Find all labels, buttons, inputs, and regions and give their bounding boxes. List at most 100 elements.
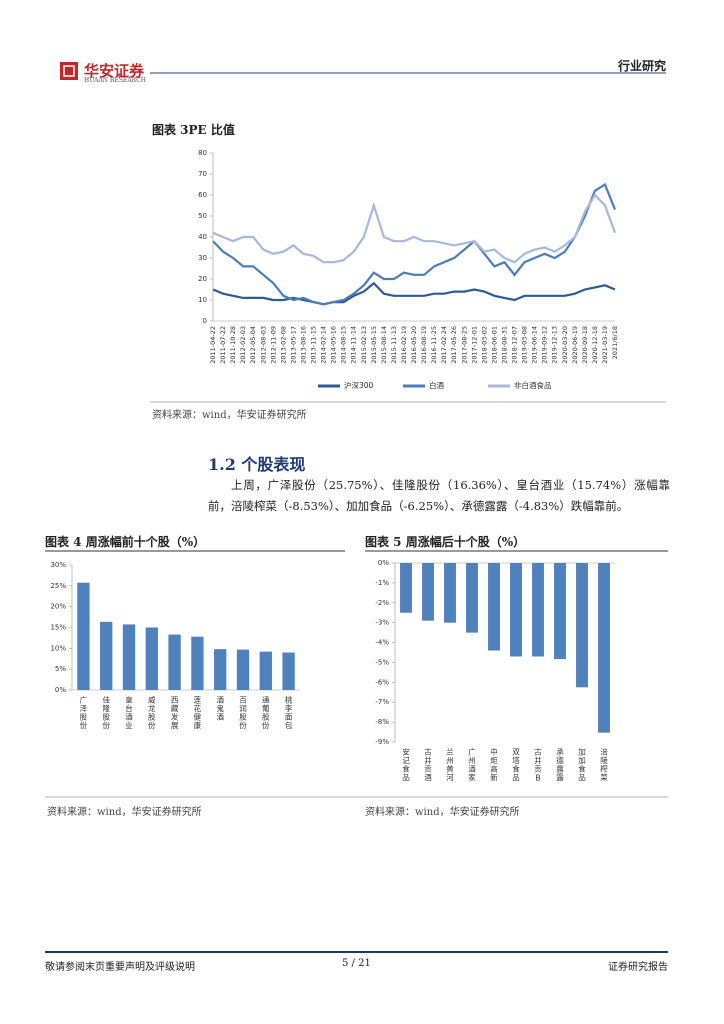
y-tick-label: 30%: [50, 561, 66, 569]
x-tick-label: 2018-08-31: [500, 326, 508, 364]
line-series: [212, 193, 617, 264]
y-tick-label: 10: [198, 296, 207, 304]
bar: [554, 563, 566, 660]
x-tick-label: 2011-10-28: [229, 326, 237, 364]
x-tick-label: 2021/6/18: [611, 326, 619, 359]
x-tick-label: 加加食品: [577, 747, 586, 783]
x-tick-label: 2019-09-12: [541, 326, 549, 364]
y-tick-label: 0%: [55, 686, 66, 694]
y-tick-label: 20%: [50, 603, 66, 611]
bar: [400, 563, 412, 613]
section-heading: 1.2 个股表现: [208, 455, 306, 474]
y-tick-label: -3%: [375, 619, 389, 627]
bar: [282, 652, 295, 690]
bar: [122, 624, 136, 690]
x-tick-label: 2013-11-15: [310, 326, 318, 364]
figure-title: 图表 5 周涨幅后十个股（%）: [365, 535, 526, 549]
x-tick-label: 2015-08-14: [380, 326, 388, 364]
x-tick-label: 2019-03-08: [521, 326, 529, 364]
x-tick-label: 2015-05-15: [370, 326, 378, 364]
x-tick-label: 桃李面包: [284, 695, 293, 730]
x-tick-label: 2014-08-15: [340, 326, 348, 364]
bar: [168, 634, 181, 690]
logo-icon-inner: [63, 65, 75, 77]
y-tick-label: -5%: [375, 658, 389, 666]
x-tick-label: 安记食品: [401, 747, 410, 783]
x-tick-label: 2017-05-26: [450, 326, 458, 364]
x-tick-label: 兰州黄河: [445, 747, 454, 782]
y-tick-label: 70: [198, 170, 207, 178]
y-tick-label: 25%: [50, 582, 66, 590]
x-tick-label: 2016-11-25: [430, 326, 438, 364]
y-tick-label: 0%: [378, 559, 389, 567]
bar: [532, 563, 544, 657]
x-tick-label: 2016-05-20: [410, 326, 418, 364]
x-tick-label: 百润股份: [238, 696, 247, 731]
paragraph: 上周，广泽股份（25.75%）、佳隆股份（16.36%）、皇台酒业（15.74%…: [208, 478, 670, 513]
x-tick-label: 2015-11-13: [390, 326, 398, 364]
y-tick-label: -6%: [375, 678, 389, 686]
x-tick-label: 广州酒家: [467, 747, 476, 782]
x-tick-label: 2011-07-22: [219, 326, 227, 364]
x-tick-label: 2014-11-14: [350, 326, 358, 364]
x-tick-label: 双塔食品: [511, 748, 520, 783]
logo-subtext: HUAAN RESEARCH: [84, 77, 146, 84]
x-tick-label: 2019-06-14: [531, 326, 539, 364]
line-series: [212, 281, 616, 306]
figure-title: 图表 4 周涨幅前十个股（%）: [45, 535, 206, 549]
figure-source: 资料来源：wind，华安证券研究所: [365, 807, 520, 818]
x-tick-label: 2020-03-20: [561, 326, 569, 364]
figure-source: 资料来源：wind，华安证券研究所: [152, 410, 307, 421]
y-tick-label: -2%: [375, 599, 389, 607]
y-tick-label: -4%: [375, 639, 389, 647]
bar: [259, 651, 272, 690]
y-tick-label: -9%: [375, 738, 389, 746]
bar: [214, 649, 227, 690]
footer-disclaimer: 敬请参阅末页重要声明及评级说明: [45, 962, 195, 973]
x-tick-label: 2018-12-07: [511, 326, 519, 364]
y-tick-label: 5%: [55, 665, 66, 673]
x-tick-label: 2020-09-18: [581, 326, 589, 364]
x-tick-label: 莲花健康: [193, 695, 202, 730]
x-tick-label: 2014-02-14: [320, 326, 328, 364]
bar: [444, 563, 456, 623]
x-tick-label: 2011-04-22: [209, 326, 217, 364]
y-tick-label: 50: [198, 212, 207, 220]
header-category: 行业研究: [617, 59, 666, 73]
bar: [100, 621, 113, 690]
x-tick-label: 2019-12-13: [551, 326, 559, 364]
y-tick-label: 60: [198, 191, 207, 199]
x-tick-label: 广泽股份: [79, 695, 88, 731]
x-tick-label: 涪陵榨菜: [599, 747, 608, 783]
x-tick-label: 2018-03-02: [480, 326, 488, 364]
legend-label: 沪深300: [344, 380, 374, 390]
x-tick-label: 佳隆股份: [101, 695, 110, 731]
x-tick-label: 2013-02-08: [279, 326, 287, 364]
legend-label: 非白酒食品: [514, 380, 552, 390]
bar: [510, 563, 522, 657]
y-tick-label: 0: [203, 317, 207, 325]
bar: [145, 627, 158, 690]
footer-label: 证券研究报告: [608, 962, 668, 973]
x-tick-label: 承德露露: [555, 748, 564, 783]
x-tick-label: 2013-08-16: [299, 326, 307, 364]
x-tick-label: 2012-05-04: [249, 326, 257, 364]
x-tick-label: 西藏发展: [170, 696, 179, 731]
bar: [488, 563, 500, 651]
x-tick-label: 2021-03-19: [601, 326, 609, 364]
x-tick-label: 古井贡酒: [423, 747, 432, 783]
logo-text: 华安证券: [84, 62, 145, 80]
y-tick-label: 15%: [50, 624, 66, 632]
x-tick-label: 2017-08-25: [460, 326, 468, 364]
x-tick-label: 2012-11-09: [269, 326, 277, 364]
y-tick-label: -8%: [375, 718, 389, 726]
page-number: 5 / 21: [342, 958, 371, 969]
x-tick-label: 2017-12-01: [470, 326, 478, 364]
x-tick-label: 皇台酒业: [124, 695, 133, 730]
y-tick-label: -7%: [375, 698, 389, 706]
figure-source: 资料来源：wind，华安证券研究所: [47, 807, 202, 818]
x-tick-label: 2020-12-18: [591, 326, 599, 364]
bar: [576, 563, 588, 688]
